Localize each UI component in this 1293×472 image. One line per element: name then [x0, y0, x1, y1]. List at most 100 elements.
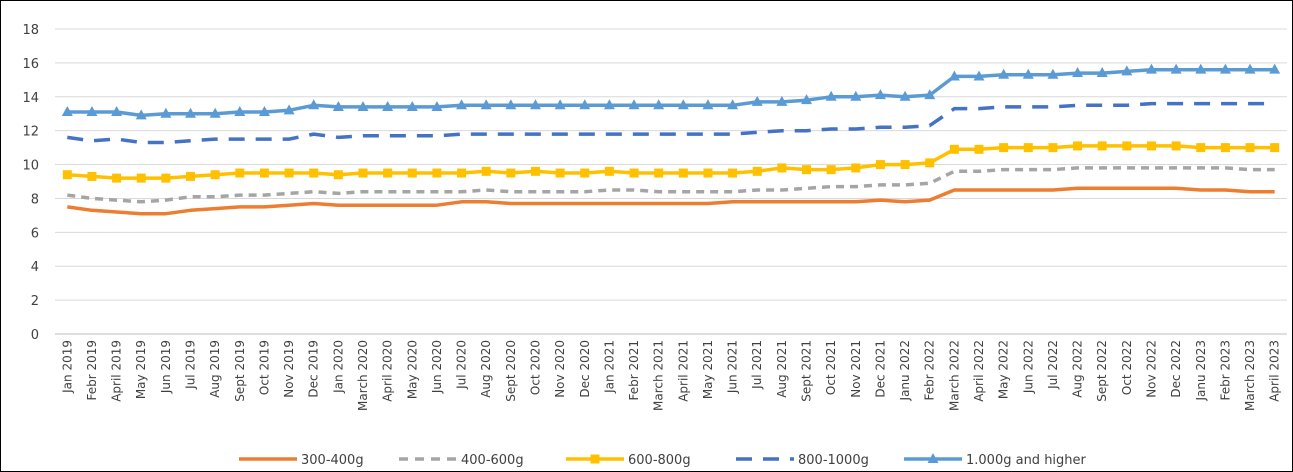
- y-tick-label: 2: [31, 294, 39, 309]
- data-point: [1022, 68, 1034, 79]
- data-point: [210, 170, 220, 180]
- data-point: [703, 168, 713, 178]
- data-point: [481, 166, 491, 176]
- legend-label: 300-400g: [301, 453, 364, 468]
- data-point: [1145, 63, 1157, 74]
- legend: 300-400g 400-600g 600-800g 800-1000g 1.000g …: [239, 453, 1087, 468]
- legend-label: 1.000g and higher: [966, 453, 1087, 468]
- x-tick-label: April 2020: [381, 340, 395, 402]
- series-line-4: [67, 101, 1275, 145]
- data-point: [925, 158, 935, 168]
- data-point: [604, 166, 614, 176]
- data-point: [900, 160, 910, 170]
- data-point: [62, 170, 72, 180]
- data-point: [948, 70, 960, 81]
- data-point: [161, 173, 171, 183]
- data-point: [580, 168, 590, 178]
- x-tick-label: May 2020: [405, 340, 419, 399]
- data-point: [1047, 68, 1059, 79]
- data-point: [752, 166, 762, 176]
- x-tick-label: May 2022: [997, 340, 1011, 399]
- x-tick-label: Sept 2019: [233, 340, 247, 402]
- x-tick-label: April 2022: [972, 340, 986, 402]
- data-point: [999, 143, 1009, 153]
- data-point: [1269, 63, 1281, 74]
- data-point: [185, 107, 197, 118]
- legend-item: 1.000g and higher: [904, 453, 1087, 468]
- x-tick-label: Aug 2022: [1071, 340, 1085, 398]
- data-point: [826, 165, 836, 175]
- data-point: [998, 68, 1010, 79]
- data-point: [802, 165, 812, 175]
- x-tick-label: Dec 2021: [873, 340, 887, 398]
- data-point: [135, 109, 147, 120]
- data-point: [751, 95, 763, 106]
- legend-label: 600-800g: [628, 453, 691, 468]
- data-point: [61, 106, 73, 117]
- series-line-3: [67, 144, 1275, 180]
- x-tick-label: March 2023: [1243, 340, 1257, 411]
- data-point: [702, 99, 714, 110]
- data-point: [1096, 67, 1108, 78]
- legend-item: 300-400g: [239, 453, 364, 468]
- data-point: [457, 168, 467, 178]
- data-point: [1245, 143, 1255, 153]
- series-line-1: [67, 186, 1275, 216]
- legend-marker: [927, 453, 939, 463]
- x-tick-label: Jul 2020: [455, 340, 469, 390]
- data-point: [801, 94, 813, 105]
- x-tick-label: Jan 2021: [602, 340, 616, 394]
- x-axis: Jan 2019 Febr 2019 April 2019 May 2019 Jun 2…: [55, 333, 1287, 411]
- x-tick-label: May 2021: [701, 340, 715, 399]
- data-point: [973, 70, 985, 81]
- x-tick-label: March 2022: [947, 340, 961, 411]
- data-point: [1121, 65, 1133, 76]
- data-point: [505, 99, 517, 110]
- data-point: [1171, 141, 1181, 151]
- data-point: [406, 100, 418, 111]
- x-tick-label: March 2020: [356, 340, 370, 411]
- x-tick-label: April 2021: [676, 340, 690, 402]
- x-tick-label: Jul 2021: [750, 340, 764, 390]
- x-tick-label: Oct 2021: [824, 340, 838, 395]
- x-tick-label: Nov 2019: [282, 340, 296, 398]
- data-point: [1048, 143, 1058, 153]
- x-tick-label: Jan 2020: [331, 340, 345, 394]
- data-point: [332, 100, 344, 111]
- data-point: [112, 173, 122, 183]
- x-tick-label: Sept 2020: [504, 340, 518, 402]
- x-tick-label: Febr 2023: [1218, 340, 1232, 401]
- series-line-5: [67, 67, 1275, 118]
- x-tick-label: Aug 2020: [479, 340, 493, 398]
- x-tick-label: Aug 2019: [208, 340, 222, 398]
- x-tick-label: Jun 2020: [430, 340, 444, 394]
- data-point: [924, 89, 936, 100]
- data-point: [86, 106, 98, 117]
- data-point: [629, 168, 639, 178]
- data-point: [160, 107, 172, 118]
- data-point: [111, 106, 123, 117]
- x-tick-label: Febr 2021: [627, 340, 641, 401]
- data-point: [382, 100, 394, 111]
- data-point: [432, 168, 442, 178]
- x-tick-label: Oct 2019: [257, 340, 271, 395]
- data-point: [1073, 141, 1083, 151]
- data-point: [850, 90, 862, 101]
- x-tick-label: Jan 2019: [60, 340, 74, 394]
- data-point: [136, 173, 146, 183]
- data-point: [407, 168, 417, 178]
- data-point: [1270, 143, 1280, 153]
- y-axis: 0 2 4 6 8 10 12 14 16 18: [22, 23, 39, 343]
- data-point: [678, 168, 688, 178]
- data-point: [235, 168, 245, 178]
- data-point: [358, 168, 368, 178]
- data-point: [284, 168, 294, 178]
- x-tick-label: Oct 2020: [528, 340, 542, 395]
- x-tick-label: Jun 2019: [159, 340, 173, 394]
- y-tick-label: 18: [22, 23, 39, 38]
- y-tick-label: 8: [31, 192, 39, 207]
- data-point: [309, 168, 319, 178]
- data-point: [1244, 63, 1256, 74]
- legend-label: 400-600g: [461, 453, 524, 468]
